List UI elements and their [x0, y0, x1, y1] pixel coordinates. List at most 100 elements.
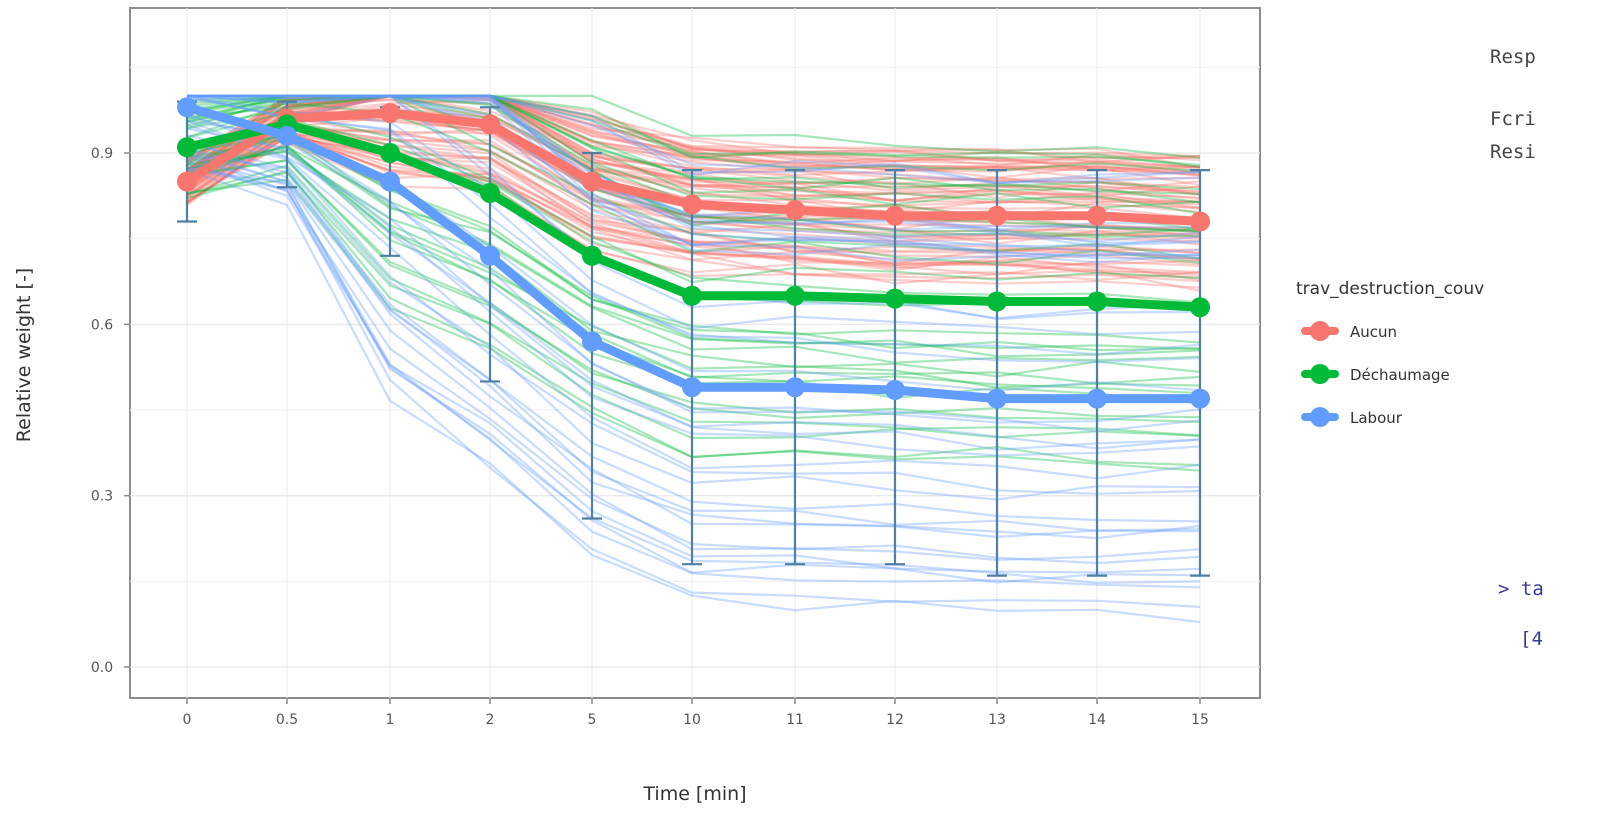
trajectory-aucun-4	[186, 94, 1201, 174]
x-tick-label-7: 12	[886, 712, 904, 728]
legend-key-point-dechaumage	[1310, 364, 1330, 384]
series-point-2-1	[277, 125, 297, 146]
series-point-1-6	[785, 285, 805, 306]
trajectory-aucun-1	[186, 94, 1201, 181]
x-tick-label-8: 13	[988, 712, 1006, 728]
console-line-2: Fcri	[1490, 108, 1536, 130]
x-axis-ticks: 0 0.5 1 2 5 10 11 12 13 14 15	[183, 698, 1209, 728]
trajectory-dechaumage-11	[186, 94, 1201, 168]
x-tick-label-6: 11	[786, 712, 804, 728]
x-tick-label-4: 5	[588, 712, 597, 728]
trajectory-aucun-46	[186, 94, 1201, 201]
trajectory-aucun-58	[186, 94, 1201, 172]
trajectory-labour-36	[186, 167, 1201, 584]
console-line-1: Resp	[1490, 46, 1536, 68]
x-tick-label-10: 15	[1191, 712, 1209, 728]
trajectory-dechaumage-28	[186, 94, 1201, 159]
legend-label-dechaumage: Déchaumage	[1350, 366, 1450, 384]
legend-label-labour: Labour	[1350, 409, 1403, 427]
trajectory-aucun-8	[186, 94, 1201, 175]
trajectory-aucun-30	[186, 94, 1201, 187]
legend-label-aucun: Aucun	[1350, 323, 1397, 341]
series-point-1-3	[480, 183, 500, 203]
x-tick-label-5: 10	[683, 712, 701, 728]
legend-item-labour: Labour	[1301, 407, 1403, 427]
series-point-2-10	[1190, 388, 1210, 409]
series-point-2-3	[480, 245, 500, 266]
trajectory-labour-4	[186, 164, 1201, 608]
legend-item-dechaumage: Déchaumage	[1301, 364, 1450, 384]
series-point-0-10	[1190, 211, 1210, 232]
trajectory-labour-20	[187, 94, 1201, 184]
legend: trav_destruction_couv Aucun Déchaumage L…	[1296, 279, 1484, 427]
console-line-3: Resi	[1490, 141, 1536, 163]
trajectory-aucun-38	[186, 94, 1201, 179]
trajectory-aucun-69	[186, 94, 1201, 162]
series-point-2-4	[582, 331, 602, 352]
series-point-0-9	[1087, 205, 1107, 226]
series-point-1-2	[380, 143, 400, 163]
series-point-0-5	[682, 194, 702, 215]
trajectory-labour-5	[186, 169, 1201, 624]
series-point-0-8	[987, 205, 1007, 226]
trajectory-dechaumage-10	[186, 94, 1201, 173]
trajectory-aucun-26	[186, 94, 1201, 176]
series-point-0-3	[480, 114, 500, 135]
x-tick-label-1: 0.5	[276, 712, 298, 728]
console-line-5: [4	[1520, 628, 1543, 650]
trajectory-aucun-47	[186, 94, 1201, 196]
series-point-2-5	[682, 377, 702, 398]
x-axis-title: Time [min]	[642, 783, 746, 805]
series-point-2-7	[885, 380, 905, 400]
legend-key-point-labour	[1310, 407, 1330, 427]
trajectory-aucun-53	[186, 94, 1201, 172]
trajectory-aucun-17	[186, 94, 1201, 172]
legend-title: trav_destruction_couv	[1296, 279, 1484, 299]
trajectory-aucun-27	[186, 94, 1201, 163]
series-point-0-6	[785, 200, 805, 221]
trajectory-aucun-28	[186, 94, 1201, 163]
console-line-4: > ta	[1498, 578, 1544, 600]
series-point-1-5	[682, 285, 702, 306]
series-point-1-7	[885, 288, 905, 309]
series-point-2-9	[1087, 388, 1107, 409]
trajectory-aucun-6	[186, 94, 1201, 167]
y-tick-label-3: 0.9	[91, 146, 113, 162]
legend-key-point-aucun	[1310, 321, 1330, 341]
series-point-0-2	[380, 103, 400, 123]
series-point-1-9	[1087, 291, 1107, 312]
series-point-0-7	[885, 205, 905, 226]
trajectory-aucun-13	[186, 94, 1201, 170]
y-axis-title: Relative weight [-]	[13, 268, 35, 442]
series-point-0-0	[177, 171, 197, 192]
series-point-2-2	[380, 171, 400, 192]
series-point-2-6	[785, 377, 805, 398]
trajectory-aucun-12	[186, 94, 1201, 172]
series-point-2-0	[177, 97, 197, 118]
series-point-1-8	[987, 291, 1007, 312]
y-tick-label-0: 0.0	[91, 660, 113, 676]
trajectory-dechaumage-4	[186, 94, 1201, 166]
trajectory-aucun-41	[186, 94, 1201, 193]
trajectory-labour-26	[186, 167, 1201, 589]
plot-panel	[129, 7, 1261, 699]
series-point-1-0	[177, 137, 197, 158]
x-tick-label-9: 14	[1088, 712, 1106, 728]
x-tick-label-3: 2	[486, 712, 495, 728]
series-lines	[177, 97, 1210, 409]
trajectory-aucun-2	[186, 94, 1201, 169]
console-panel: Resp Fcri Resi > ta [4	[1490, 46, 1544, 650]
series-point-2-8	[987, 388, 1007, 409]
x-tick-label-2: 1	[386, 712, 395, 728]
y-tick-label-1: 0.3	[91, 489, 113, 505]
trajectory-aucun-25	[186, 94, 1201, 172]
trajectory-aucun-39	[186, 94, 1201, 177]
series-point-1-4	[582, 245, 602, 266]
y-tick-label-2: 0.6	[91, 317, 113, 333]
series-point-1-10	[1190, 297, 1210, 318]
legend-item-aucun: Aucun	[1301, 321, 1397, 341]
series-point-0-4	[582, 171, 602, 192]
trajectory-aucun-34	[186, 94, 1201, 189]
error-bars	[177, 100, 1210, 577]
